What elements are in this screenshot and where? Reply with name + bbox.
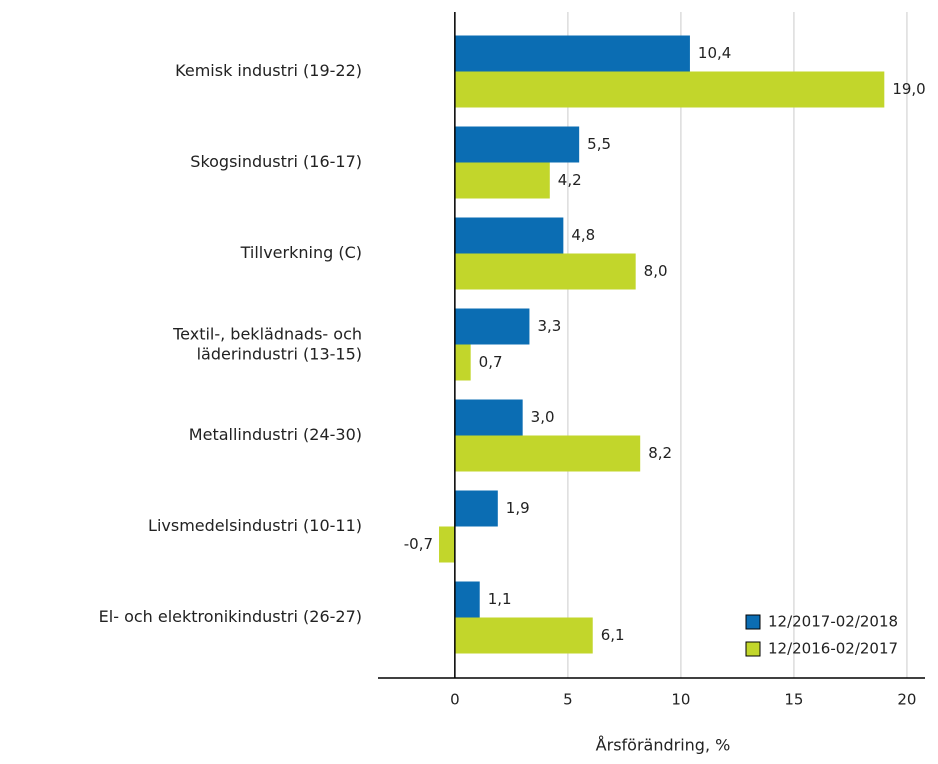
bar: [454, 308, 530, 345]
category-label: Textil-, beklädnads- och läderindustri (1…: [172, 324, 362, 363]
bar: [439, 526, 455, 563]
value-label: 1,1: [488, 590, 512, 608]
value-label: 10,4: [698, 44, 731, 62]
category-label: Skogsindustri (16-17): [190, 152, 362, 171]
value-label: 0,7: [479, 353, 503, 371]
bar: [454, 435, 641, 472]
value-label: 8,0: [644, 262, 668, 280]
legend-swatch: [745, 641, 761, 657]
bar: [454, 617, 593, 654]
category-label: Tillverkning (C): [240, 243, 362, 262]
value-label: 8,2: [648, 444, 672, 462]
bar: [454, 35, 690, 72]
legend-swatch: [745, 614, 761, 630]
bar: [454, 162, 550, 199]
bar: [454, 344, 471, 381]
value-label: 3,0: [531, 408, 555, 426]
value-label: 5,5: [587, 135, 611, 153]
bar: [454, 490, 498, 527]
value-label: 4,2: [558, 171, 582, 189]
bar: [454, 253, 636, 290]
x-axis-label: Årsförändring, %: [596, 736, 731, 755]
category-label: Livsmedelsindustri (10-11): [148, 516, 362, 535]
bar: [454, 126, 580, 163]
value-label: 6,1: [601, 626, 625, 644]
value-label: 1,9: [506, 499, 530, 517]
x-tick-label: 20: [897, 691, 916, 709]
value-label: 4,8: [571, 226, 595, 244]
bar: [454, 217, 564, 254]
category-label-line: Textil-, beklädnads- och: [172, 324, 362, 343]
category-label: El- och elektronikindustri (26-27): [99, 607, 362, 626]
x-tick-label: 5: [563, 691, 573, 709]
x-tick-label: 0: [450, 691, 460, 709]
legend-label: 12/2016-02/2017: [768, 640, 898, 658]
x-tick-label: 15: [784, 691, 803, 709]
bar: [454, 399, 523, 436]
category-label-line: läderindustri (13-15): [197, 344, 362, 363]
category-label: Kemisk industri (19-22): [175, 61, 362, 80]
value-label: 19,0: [892, 80, 925, 98]
legend-label: 12/2017-02/2018: [768, 613, 898, 631]
value-label: -0,7: [404, 535, 433, 553]
bar: [454, 581, 480, 618]
bar: [454, 71, 885, 108]
x-tick-label: 10: [671, 691, 690, 709]
value-label: 3,3: [537, 317, 561, 335]
category-label: Metallindustri (24-30): [189, 425, 362, 444]
